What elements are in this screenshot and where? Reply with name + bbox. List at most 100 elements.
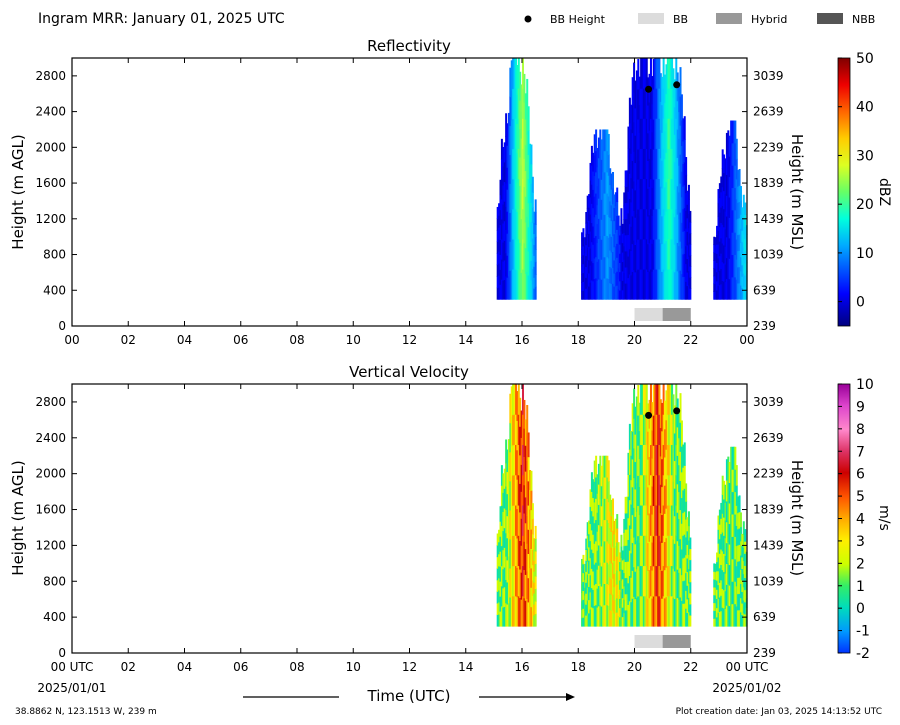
- bb-height-marker: [645, 411, 653, 419]
- echo-cell: [595, 171, 598, 194]
- echo-cell: [530, 279, 533, 300]
- echo-cell: [720, 533, 723, 550]
- echo-cell: [600, 179, 603, 200]
- echo-cell: [613, 286, 616, 300]
- echo-cell: [596, 588, 599, 608]
- echo-cell: [530, 221, 533, 242]
- echo-cell: [648, 158, 651, 188]
- echo-cell: [659, 157, 662, 187]
- echo-cell: [534, 286, 537, 300]
- echo-cell: [581, 575, 584, 585]
- echo-cell: [634, 406, 637, 435]
- echo-cell: [606, 129, 609, 152]
- echo-cell: [585, 604, 588, 616]
- echo-cell: [609, 233, 612, 251]
- echo-cell: [628, 198, 631, 225]
- echo-cell: [507, 532, 510, 557]
- echo-cell: [659, 186, 662, 215]
- echo-cell: [649, 565, 652, 597]
- echo-cell: [529, 548, 532, 569]
- echo-cell: [509, 96, 512, 127]
- echo-cell: [498, 529, 501, 543]
- echo-cell: [685, 210, 688, 229]
- echo-cell: [665, 390, 668, 421]
- echo-cell: [680, 119, 683, 147]
- echo-cell: [685, 157, 688, 176]
- echo-cell: [510, 90, 513, 121]
- echo-cell: [519, 213, 522, 243]
- echo-cell: [741, 253, 744, 266]
- y-tick-label: 2800: [35, 395, 66, 409]
- echo-cell: [647, 598, 650, 627]
- echo-cell: [623, 272, 626, 287]
- echo-cell: [687, 540, 690, 555]
- echo-cell: [599, 193, 602, 215]
- echo-cell: [529, 489, 532, 510]
- echo-cell: [741, 230, 744, 243]
- echo-cell: [600, 139, 603, 160]
- echo-cell: [634, 244, 637, 273]
- echo-cell: [637, 58, 640, 90]
- echo-cell: [713, 275, 716, 285]
- echo-cell: [672, 510, 675, 540]
- echo-cell: [626, 283, 629, 300]
- echo-cell: [626, 609, 629, 627]
- echo-cell: [581, 600, 584, 610]
- echo-cell: [613, 259, 616, 274]
- echo-cell: [582, 581, 585, 591]
- echo-cell: [609, 250, 612, 267]
- echo-cell: [661, 160, 664, 189]
- echo-cell: [581, 617, 584, 627]
- echo-cell: [640, 88, 643, 119]
- echo-cell: [533, 288, 536, 300]
- echo-cell: [734, 120, 737, 144]
- echo-cell: [682, 186, 685, 210]
- echo-cell: [637, 475, 640, 507]
- echo-cell: [672, 154, 675, 185]
- echo-cell: [638, 160, 641, 189]
- echo-cell: [737, 218, 740, 236]
- echo-cell: [603, 519, 606, 542]
- echo-cell: [644, 58, 647, 89]
- echo-cell: [638, 215, 641, 245]
- echo-cell: [529, 182, 532, 203]
- echo-cell: [738, 282, 741, 300]
- echo-cell: [582, 237, 585, 247]
- echo-cell: [620, 253, 623, 266]
- echo-cell: [720, 191, 723, 208]
- echo-cell: [641, 444, 644, 476]
- echo-cell: [590, 184, 593, 204]
- echo-cell: [510, 149, 513, 181]
- echo-cell: [612, 219, 615, 237]
- echo-cell: [655, 148, 658, 180]
- echo-cell: [523, 569, 526, 599]
- echo-cell: [503, 240, 506, 261]
- echo-cell: [640, 118, 643, 149]
- y-tick-label: 0: [58, 646, 66, 660]
- echo-cell: [520, 272, 523, 300]
- echo-cell: [730, 187, 733, 211]
- echo-cell: [657, 444, 660, 476]
- echo-cell: [661, 271, 664, 300]
- echo-cell: [512, 178, 515, 210]
- echo-cell: [727, 604, 730, 627]
- echo-cell: [662, 208, 665, 240]
- echo-cell: [496, 229, 499, 243]
- echo-cell: [627, 277, 630, 300]
- echo-cell: [529, 470, 532, 491]
- echo-cell: [496, 241, 499, 254]
- echo-cell: [509, 509, 512, 540]
- echo-cell: [714, 291, 717, 300]
- echo-cell: [626, 512, 629, 530]
- echo-cell: [742, 246, 745, 261]
- echo-cell: [680, 574, 683, 601]
- echo-cell: [533, 549, 536, 561]
- echo-cell: [621, 550, 624, 561]
- echo-cell: [662, 384, 665, 415]
- echo-cell: [585, 615, 588, 627]
- echo-cell: [686, 558, 689, 573]
- echo-cell: [610, 562, 613, 580]
- echo-cell: [588, 612, 591, 627]
- echo-cell: [631, 160, 634, 189]
- echo-cell: [645, 238, 648, 270]
